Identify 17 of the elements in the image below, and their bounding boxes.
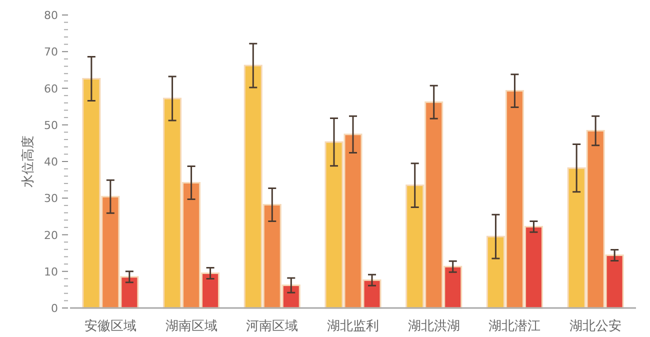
x-tick-label: 湖北公安 bbox=[570, 318, 622, 334]
y-tick-label: 50 bbox=[44, 118, 58, 132]
y-axis-title: 水位高度 bbox=[20, 136, 36, 188]
y-tick-label: 80 bbox=[44, 9, 58, 22]
x-tick-label: 安徽区域 bbox=[84, 318, 136, 334]
x-tick-label: 河南区域 bbox=[246, 319, 298, 334]
y-tick-label: 10 bbox=[44, 265, 58, 278]
y-tick-label: 40 bbox=[44, 156, 58, 168]
x-tick-label: 湖南区域 bbox=[165, 319, 218, 334]
y-tick-label: 60 bbox=[44, 82, 58, 96]
y-tick-label: 20 bbox=[44, 228, 58, 242]
x-tick-label: 湖北潜江 bbox=[488, 319, 541, 334]
y-tick-label: 30 bbox=[44, 192, 58, 206]
x-tick-label: 湖北洪湖 bbox=[408, 319, 460, 334]
y-tick-label: 0 bbox=[51, 302, 58, 315]
y-tick-label: 70 bbox=[44, 46, 58, 59]
x-tick-label: 湖北监利 bbox=[327, 319, 379, 334]
